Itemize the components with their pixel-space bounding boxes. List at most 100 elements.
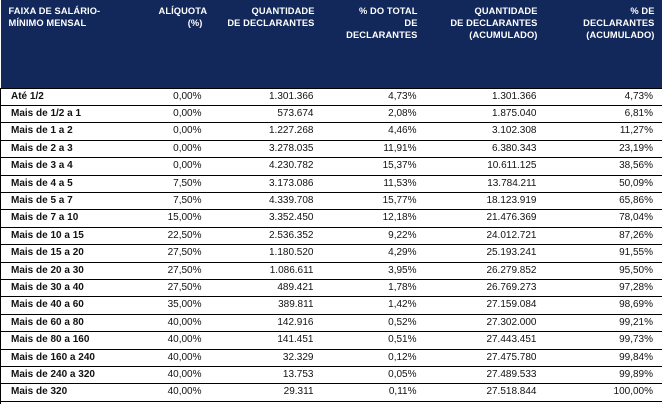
- cell-pct-acumulado: 38,56%: [545, 157, 662, 176]
- table-row: Mais de 1/2 a 1 0,00% 573.674 2,08% 1.875.04…: [0, 104, 662, 124]
- cell-pct-total: 0,51%: [322, 331, 426, 350]
- cell-pct-total: 9,22%: [322, 226, 426, 246]
- column-header-aliquota-line2: (%): [187, 17, 203, 28]
- cell-quantidade-acumulado: 27.302.000: [425, 313, 546, 333]
- table-row: Mais de 2 a 3 0,00% 3.278.035 11,91% 6.380.3…: [0, 139, 662, 159]
- cell-quantidade: 32.329: [210, 348, 323, 368]
- cell-pct-acumulado: 99,89%: [545, 365, 662, 385]
- cell-quantidade-acumulado: 6.380.343: [425, 139, 546, 159]
- cell-pct-total: 15,37%: [322, 157, 426, 176]
- column-header-quantidade-line1: QUANTIDADE: [251, 6, 315, 16]
- cell-quantidade-acumulado: 1.301.366: [425, 87, 546, 106]
- table-header-row: FAIXA DE SALÁRIO- MÍNIMO MENSAL ALÍQUOTA…: [0, 0, 662, 88]
- cell-quantidade-acumulado: [425, 400, 546, 404]
- cell-quantidade: 1.227.268: [210, 122, 323, 141]
- column-header-quantidade-line2: DE DECLARANTES: [227, 17, 315, 28]
- cell-aliquota: 7,50%: [150, 174, 211, 193]
- cell-quantidade: 3.352.450: [210, 209, 323, 228]
- column-header-quantidade-acumulado-line1: QUANTIDADE: [474, 6, 538, 16]
- cell-aliquota: 0,00%: [150, 139, 211, 159]
- cell-pct-acumulado: 95,50%: [545, 261, 662, 280]
- cell-quantidade-acumulado: 13.784.211: [425, 174, 546, 193]
- cell-faixa: Mais de 7 a 10: [0, 209, 151, 228]
- cell-aliquota: 40,00%: [150, 348, 211, 368]
- cell-faixa: Mais de 3 a 4: [0, 157, 151, 176]
- column-header-pct-acumulado: % DE DECLARANTES (ACUMULADO): [545, 0, 662, 88]
- column-header-pct-total-line2: DE DECLARANTES: [346, 17, 418, 40]
- table-body: Até 1/2 0,00% 1.301.366 4,73% 1.301.366 4,73%…: [0, 87, 662, 404]
- cell-quantidade: 3.173.086: [210, 174, 323, 193]
- cell-quantidade-acumulado: 26.769.273: [425, 278, 546, 298]
- cell-pct-acumulado: 99,73%: [545, 331, 662, 350]
- cell-pct-acumulado: 98,69%: [545, 296, 662, 315]
- cell-faixa: Mais de 15 a 20: [0, 244, 151, 263]
- cell-aliquota: 0,00%: [150, 157, 211, 176]
- cell-pct-total: 0,05%: [322, 365, 426, 385]
- cell-quantidade-acumulado: 25.193.241: [425, 244, 546, 263]
- cell-pct-total: 0,11%: [322, 383, 426, 402]
- cell-quantidade-acumulado: 10.611.125: [425, 157, 546, 176]
- cell-quantidade-acumulado: 18.123.919: [425, 191, 546, 211]
- cell-faixa: Mais de 40 a 60: [0, 296, 151, 315]
- column-header-quantidade-acumulado: QUANTIDADE DE DECLARANTES (ACUMULADO): [425, 0, 546, 88]
- table-row: Mais de 40 a 60 35,00% 389.811 1,42% 27.159.…: [0, 296, 662, 315]
- cell-quantidade-acumulado: 3.102.308: [425, 122, 546, 141]
- column-header-faixa-line1: FAIXA DE SALÁRIO-: [8, 6, 101, 16]
- table-row: Mais de 320 40,00% 29.311 0,11% 27.518.844 10…: [0, 383, 662, 402]
- cell-quantidade-acumulado: 27.159.084: [425, 296, 546, 315]
- cell-aliquota: [150, 400, 211, 404]
- cell-pct-acumulado: 99,21%: [545, 313, 662, 333]
- cell-faixa: Mais de 1 a 2: [0, 122, 151, 141]
- cell-faixa: Mais de 30 a 40: [0, 278, 151, 298]
- cell-quantidade: 1.301.366: [210, 87, 323, 106]
- cell-pct-acumulado: 87,26%: [545, 226, 662, 246]
- cell-aliquota: 15,00%: [150, 209, 211, 228]
- column-header-quantidade: QUANTIDADE DE DECLARANTES: [210, 0, 323, 88]
- cell-faixa: Mais de 10 a 15: [0, 226, 151, 246]
- cell-pct-total: 2,08%: [322, 104, 426, 124]
- column-header-faixa-line2: MÍNIMO MENSAL: [8, 17, 87, 28]
- cell-aliquota: 40,00%: [150, 313, 211, 333]
- cell-quantidade-acumulado: 27.475.780: [425, 348, 546, 368]
- cell-pct-acumulado: 50,09%: [545, 174, 662, 193]
- cell-pct-total: 12,18%: [322, 209, 426, 228]
- cell-faixa: Mais de 5 a 7: [0, 191, 151, 211]
- cell-pct-total: 11,91%: [322, 139, 426, 159]
- cell-quantidade-acumulado: 21.476.369: [425, 209, 546, 228]
- table-row: Mais de 1 a 2 0,00% 1.227.268 4,46% 3.102.30…: [0, 122, 662, 141]
- cell-pct-acumulado: 91,55%: [545, 244, 662, 263]
- cell-pct-acumulado: 4,73%: [545, 87, 662, 106]
- cell-faixa: Mais de 20 a 30: [0, 261, 151, 280]
- table-row: Mais de 10 a 15 22,50% 2.536.352 9,22% 24.01…: [0, 226, 662, 246]
- column-header-pct-acumulado-line1: % DE: [630, 6, 655, 16]
- cell-quantidade: 141.451: [210, 331, 323, 350]
- cell-quantidade-acumulado: 1.875.040: [425, 104, 546, 124]
- column-header-pct-acumulado-line2: DECLARANTES: [583, 17, 655, 28]
- table-row: Até 1/2 0,00% 1.301.366 4,73% 1.301.366 4,73%: [0, 87, 662, 106]
- cell-aliquota: 7,50%: [150, 191, 211, 211]
- column-header-pct-acumulado-line3: (ACUMULADO): [586, 29, 655, 40]
- cell-pct-acumulado: 97,28%: [545, 278, 662, 298]
- cell-aliquota: 0,00%: [150, 87, 211, 106]
- table-row: Mais de 3 a 4 0,00% 4.230.782 15,37% 10.611.…: [0, 157, 662, 176]
- cell-aliquota: 40,00%: [150, 331, 211, 350]
- cell-quantidade-acumulado: 27.443.451: [425, 331, 546, 350]
- cell-quantidade-acumulado: 27.518.844: [425, 383, 546, 402]
- cell-pct-total: 4,29%: [322, 244, 426, 263]
- cell-faixa: Mais de 320: [0, 383, 151, 402]
- table-row: Mais de 15 a 20 27,50% 1.180.520 4,29% 25.19…: [0, 244, 662, 263]
- cell-quantidade-acumulado: 27.489.533: [425, 365, 546, 385]
- column-header-quantidade-acumulado-line2: DE DECLARANTES: [450, 17, 538, 28]
- cell-pct-total: 11,53%: [322, 174, 426, 193]
- cell-pct-acumulado: 6,81%: [545, 104, 662, 124]
- cell-faixa: Mais de 80 a 160: [0, 331, 151, 350]
- cell-pct-total: 15,77%: [322, 191, 426, 211]
- column-header-pct-total-line1: % DO TOTAL: [358, 6, 418, 16]
- column-header-pct-total: % DO TOTAL DE DECLARANTES: [322, 0, 426, 88]
- table-row: Mais de 20 a 30 27,50% 1.086.611 3,95% 26.27…: [0, 261, 662, 280]
- column-header-aliquota-line1: ALÍQUOTA: [158, 6, 208, 16]
- cell-quantidade-acumulado: 26.279.852: [425, 261, 546, 280]
